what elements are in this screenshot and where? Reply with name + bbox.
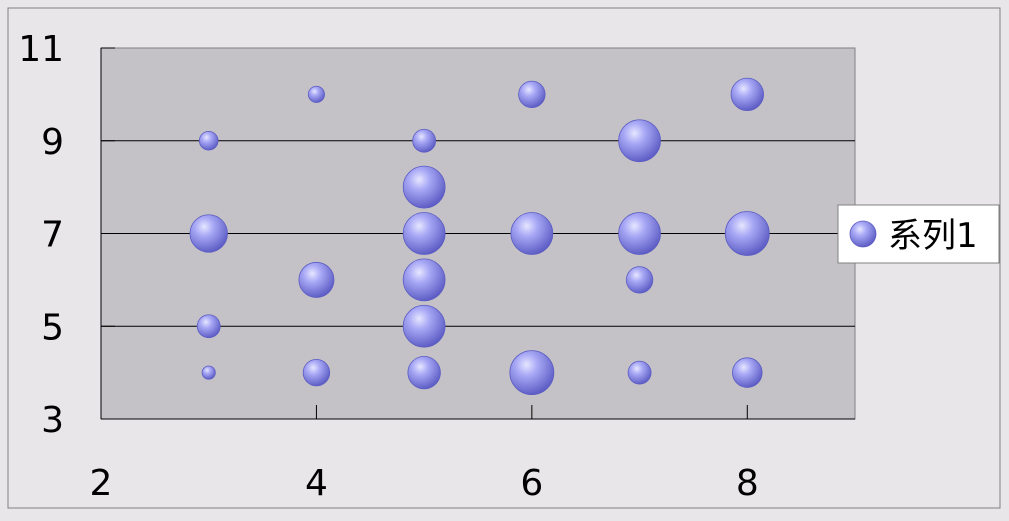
bubble-point [618, 212, 661, 255]
y-tick-label: 7 [41, 215, 64, 256]
x-tick-label: 4 [305, 463, 328, 504]
bubble-point [618, 119, 661, 163]
bubble-point [201, 365, 216, 380]
bubble-point [625, 266, 654, 294]
bubble-point [509, 350, 555, 396]
bubble-point [196, 314, 221, 339]
bubble-point [307, 85, 325, 103]
legend: 系列1 [837, 204, 1000, 264]
y-tick-label: 3 [41, 400, 64, 441]
bubble-point [732, 357, 763, 388]
bubble-point [402, 258, 446, 302]
bubble-point [510, 212, 554, 255]
bubble-point [518, 80, 546, 109]
bubble-point [402, 165, 446, 209]
y-tick-label: 11 [18, 29, 64, 70]
y-tick-label: 9 [41, 122, 64, 163]
bubble-point [198, 130, 219, 151]
legend-marker [849, 220, 877, 248]
bubble-point [402, 212, 446, 255]
bubble-point [302, 358, 331, 387]
bubble-point [730, 77, 764, 112]
bubble-point [724, 211, 770, 256]
bubble-point [627, 360, 652, 385]
x-tick-label: 8 [736, 463, 759, 504]
y-tick-label: 5 [41, 307, 64, 348]
legend-entry-label: 系列1 [888, 216, 978, 256]
bubble-point [402, 304, 446, 348]
bubble-point [412, 128, 437, 153]
axes: 3 5 7 9 11 2 4 6 8 [18, 29, 855, 504]
bubble-point [189, 214, 228, 253]
x-tick-label: 6 [520, 463, 543, 504]
bubble-series [189, 77, 770, 396]
bubble-point [298, 261, 335, 298]
x-tick-label: 2 [90, 463, 113, 504]
bubble-point [407, 355, 441, 390]
